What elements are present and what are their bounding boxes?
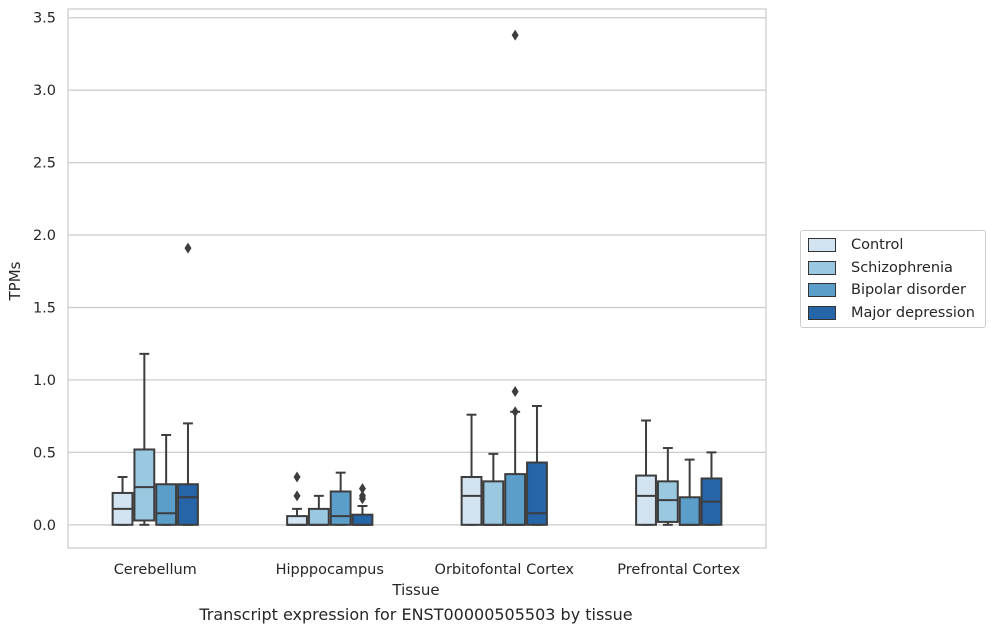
x-tick-label: Orbitofontal Cortex [435,562,575,578]
legend-swatch [808,260,836,275]
box-major-depression [351,483,374,526]
legend-item: Schizophrenia [808,257,979,280]
legend-item: Bipolar disorder [808,279,979,302]
box-control [635,419,657,526]
x-tick-label: Hipppocampus [276,562,384,578]
legend-label: Schizophrenia [851,259,953,276]
grid-lines [68,17,766,526]
legend-item: Control [808,234,979,257]
outlier-point [358,483,366,495]
outlier-point [293,471,301,483]
legend-label: Bipolar disorder [851,282,966,299]
box-body [678,496,701,526]
box-schizophrenia [307,494,330,526]
legend-label: Major depression [851,304,975,321]
y-tick-label: 3.5 [33,11,56,27]
box-schizophrenia [133,352,156,526]
box-body [482,480,505,526]
outlier-point [358,490,366,502]
legend: Control Schizophrenia Bipolar disorder Majo… [800,230,986,328]
outlier-point [184,242,192,254]
box-major-depression [177,242,199,526]
y-tick-labels: 0.0 0.5 1.0 1.5 2.0 2.5 3.0 3.5 [33,11,56,534]
box-body [460,476,483,526]
plot-frame [67,8,767,549]
box-body [656,480,679,523]
box-body [155,483,178,526]
outlier-point [511,386,519,398]
box-major-depression [700,451,723,526]
box-bipolar-disorder [155,433,178,526]
box-body [133,448,156,522]
y-tick-label: 0.5 [33,445,56,461]
box-major-depression [526,405,548,526]
y-tick-label: 1.0 [33,373,56,389]
box-bipolar-disorder [329,471,352,526]
y-tick-label: 0.0 [33,518,56,534]
x-axis-label: Tissue [391,581,439,599]
boxes [111,29,723,526]
box-control [286,471,308,526]
chart-caption: Transcript expression for ENST0000050550… [199,605,633,624]
box-body [351,513,374,526]
x-tick-label: Prefrontal Cortex [617,562,740,578]
legend-item: Major depression [808,302,979,325]
y-axis-label: TPMs [6,261,24,301]
box-control [460,413,483,526]
legend-label: Control [851,237,904,254]
legend-swatch [808,283,836,298]
outlier-point [293,490,301,502]
y-tick-label: 1.5 [33,300,56,316]
legend-swatch [808,238,836,253]
y-tick-label: 2.0 [33,228,56,244]
box-bipolar-disorder [678,458,701,526]
box-schizophrenia [656,447,679,526]
box-body [526,461,548,526]
box-body [286,515,308,526]
box-bipolar-disorder [504,29,527,526]
x-tick-labels: Cerebellum Hipppocampus Orbitofontal Corte… [114,562,741,578]
box-schizophrenia [482,452,505,526]
legend-swatch [808,305,836,320]
y-tick-label: 2.5 [33,156,56,172]
x-tick-label: Cerebellum [114,562,197,578]
box-body [307,507,330,526]
box-body [177,483,199,526]
box-body [635,474,657,526]
box-body [329,490,352,526]
box-control [111,476,134,526]
y-tick-label: 3.0 [33,83,56,99]
outlier-point [511,406,519,418]
outlier-point [511,29,519,41]
box-body [504,473,527,526]
